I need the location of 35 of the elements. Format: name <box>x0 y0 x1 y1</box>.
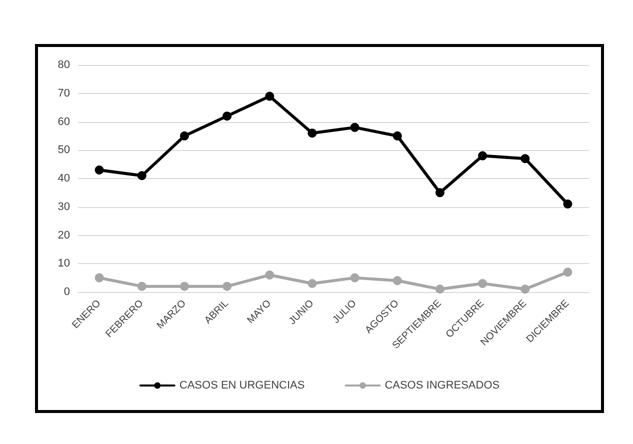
point <box>563 268 572 277</box>
y-tick-label: 0 <box>64 286 70 298</box>
point <box>180 282 189 291</box>
y-tick-label: 80 <box>58 59 70 71</box>
point <box>435 188 444 198</box>
y-tick-label: 60 <box>58 116 70 128</box>
point <box>180 131 189 140</box>
y-tick-label: 70 <box>58 87 70 100</box>
point <box>563 200 572 209</box>
point <box>94 165 104 174</box>
point <box>350 273 360 282</box>
point <box>392 276 402 286</box>
point <box>478 151 488 160</box>
point <box>137 282 146 291</box>
point <box>222 282 232 291</box>
point <box>308 128 317 138</box>
point <box>222 112 232 121</box>
y-tick-label: 20 <box>58 229 70 242</box>
point <box>94 273 104 282</box>
y-tick-label: 10 <box>58 258 70 270</box>
point <box>265 270 274 280</box>
point <box>392 131 402 140</box>
y-tick-label: 30 <box>58 200 70 213</box>
point <box>520 284 530 294</box>
point <box>520 154 530 164</box>
y-tick-label: 40 <box>58 172 70 184</box>
point <box>265 92 274 101</box>
point <box>137 171 146 180</box>
legend-label: CASOS EN URGENCIAS <box>179 380 305 392</box>
point <box>308 278 317 288</box>
y-tick-label: 50 <box>58 144 70 156</box>
point <box>350 122 360 132</box>
point <box>435 284 444 294</box>
legend-label: CASOS INGRESADOS <box>384 380 500 392</box>
point <box>478 278 488 288</box>
